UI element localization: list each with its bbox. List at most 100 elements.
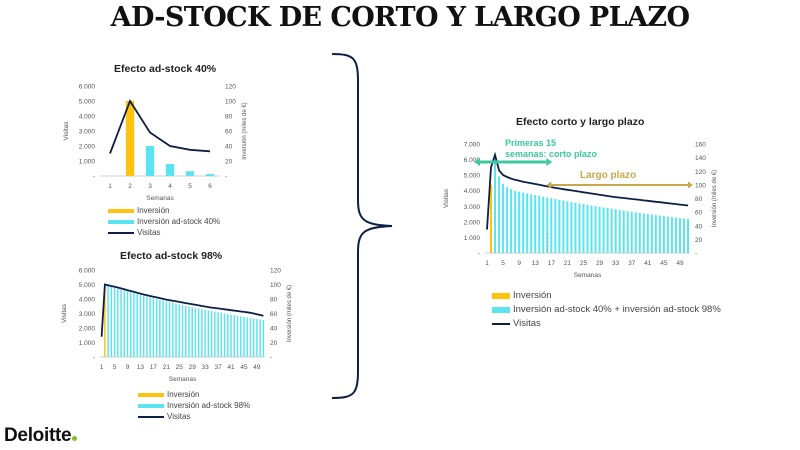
bar-adstock: [542, 196, 545, 253]
legend-label: Inversión ad-stock 98%: [167, 401, 251, 410]
bar-adstock: [550, 198, 553, 253]
legend-swatch: [138, 392, 164, 397]
legend-label: Inversión ad-stock 40% + inversión ad-st…: [513, 304, 721, 315]
legend-c3: Inversión Inversión ad-stock 40% + invers…: [492, 289, 721, 331]
bar-adstock: [194, 307, 197, 357]
x-tick-label: 45: [240, 364, 248, 371]
page-title: AD-STOCK DE CORTO Y LARGO PLAZO: [110, 2, 690, 33]
bar-adstock: [236, 315, 239, 357]
x-tick-label: 21: [163, 364, 171, 371]
bar-adstock: [246, 317, 248, 357]
y-tick-label: 6.000: [79, 268, 96, 275]
bar-adstock: [217, 312, 219, 357]
x-tick-label: 33: [612, 260, 620, 267]
legend-swatch: [108, 208, 134, 213]
chart-corto-largo-plazo: - 1.000 2.000 3.000 4.000 5.000 6.000 7.000 - 20 4…: [443, 142, 718, 280]
x-tick-label: 1: [100, 364, 104, 371]
bar-adstock: [233, 315, 235, 357]
x-tick-label: 37: [214, 364, 222, 371]
bar-adstock: [678, 218, 681, 253]
y2-axis-label: Inversión (miles de €): [287, 285, 293, 342]
annotation-corto-plazo: Primeras 15 semanas: corto plazo: [505, 138, 598, 159]
bar-adstock: [197, 308, 200, 357]
bar-adstock: [117, 288, 119, 357]
legend-label: Inversión: [513, 290, 552, 301]
legend-label: Visitas: [167, 412, 191, 421]
bar-adstock: [205, 174, 215, 176]
bar-adstock: [210, 311, 213, 357]
bar-adstock: [546, 197, 549, 253]
x-tick-label: 13: [532, 260, 540, 267]
bar-adstock: [626, 211, 629, 253]
bar-adstock: [650, 214, 653, 253]
bar-adstock: [494, 158, 497, 253]
x-tick-label: 21: [564, 260, 572, 267]
bar-adstock: [159, 299, 161, 357]
x-tick-label: 49: [676, 260, 684, 267]
bar-adstock: [682, 218, 685, 253]
x-tick-label: 45: [660, 260, 668, 267]
bar-adstock: [126, 291, 129, 357]
bar-adstock: [146, 296, 148, 357]
legend-swatch: [138, 415, 164, 418]
bar-adstock: [670, 217, 673, 253]
y-axis-label: Visitas: [443, 188, 450, 208]
bar-adstock: [606, 208, 609, 253]
bar-adstock: [220, 312, 223, 357]
legend-label: Inversión ad-stock 40%: [137, 217, 221, 226]
bar-adstock: [638, 212, 641, 253]
bar-adstock: [562, 200, 565, 253]
deloitte-logo: Deloitte: [4, 425, 78, 447]
x-axis-label: Semanas: [574, 272, 602, 279]
y2-tick-label: 160: [695, 142, 706, 149]
x-tick-label: 13: [137, 364, 145, 371]
bar-adstock: [256, 318, 258, 357]
y2-tick-label: 120: [225, 84, 236, 91]
bar-adstock: [145, 146, 155, 176]
y-tick-label: -: [478, 251, 480, 258]
short-term-arrowhead: [546, 158, 553, 166]
bar-adstock: [155, 299, 158, 357]
y2-tick-label: 20: [695, 237, 703, 244]
y-tick-label: 3.000: [79, 129, 96, 136]
bar-adstock: [554, 198, 557, 253]
legend-item: Inversión: [492, 289, 721, 303]
bar-adstock: [674, 217, 677, 253]
short-term-arrowhead: [474, 158, 480, 166]
bar-adstock: [142, 295, 145, 357]
bar-adstock: [530, 194, 533, 253]
bar-adstock: [634, 212, 637, 253]
y2-tick-label: 20: [270, 340, 278, 347]
y-tick-label: 1.000: [464, 235, 481, 242]
y-tick-label: 1.000: [79, 159, 96, 166]
bar-adstock: [162, 300, 164, 357]
bar-adstock: [510, 189, 513, 253]
bar-adstock: [630, 211, 633, 253]
bar-adstock: [686, 219, 689, 253]
legend-item: Visitas: [108, 227, 220, 238]
legend-c1: Inversión Inversión ad-stock 40% Visitas: [108, 205, 220, 238]
bar-adstock: [110, 286, 113, 357]
legend-swatch: [492, 323, 510, 325]
bar-adstock: [249, 317, 252, 357]
bar-adstock: [614, 209, 617, 253]
bar-adstock: [259, 319, 261, 357]
legend-c2: Inversión Inversión ad-stock 98% Visitas: [138, 389, 250, 422]
bar-adstock: [136, 294, 138, 357]
bar-adstock: [642, 213, 645, 253]
bar-adstock: [191, 307, 193, 357]
bar-adstock: [139, 294, 142, 357]
y-axis-label: Visitas: [63, 121, 70, 141]
bar-adstock: [185, 171, 195, 176]
x-axis-label: Semanas: [146, 195, 174, 202]
y2-tick-label: 80: [695, 196, 703, 203]
y2-tick-label: 100: [225, 99, 236, 106]
bar-adstock: [172, 302, 174, 357]
y2-tick-label: 100: [270, 282, 281, 289]
bar-adstock: [598, 206, 601, 253]
bar-adstock: [594, 206, 597, 253]
bar-adstock: [590, 205, 593, 253]
line-visitas: [100, 283, 264, 337]
y-tick-label: 7.000: [464, 142, 481, 149]
y2-tick-label: 80: [225, 114, 233, 121]
